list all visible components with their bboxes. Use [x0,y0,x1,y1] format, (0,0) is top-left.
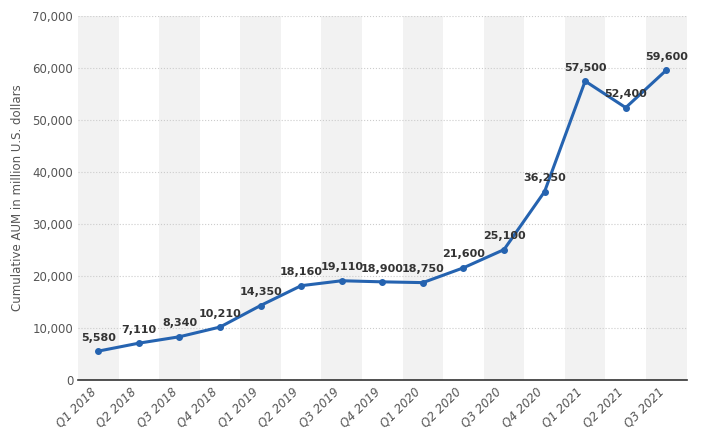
Bar [484,16,524,380]
Bar [565,16,606,380]
Bar [362,16,402,380]
Bar [402,16,443,380]
Text: 59,600: 59,600 [645,52,688,62]
Bar [322,16,362,380]
Y-axis label: Cumulative AUM in million U.S. dollars: Cumulative AUM in million U.S. dollars [11,85,24,311]
Bar [200,16,240,380]
Bar [159,16,200,380]
Text: 5,580: 5,580 [81,333,116,343]
Bar [606,16,646,380]
Bar [524,16,565,380]
Bar [646,16,686,380]
Text: 25,100: 25,100 [483,231,525,241]
Text: 7,110: 7,110 [121,325,156,335]
Text: 14,350: 14,350 [239,287,282,297]
Bar [281,16,322,380]
Bar [443,16,484,380]
Text: 21,600: 21,600 [442,250,485,259]
Bar [240,16,281,380]
Text: 18,750: 18,750 [402,264,444,274]
Text: 8,340: 8,340 [162,318,197,329]
Text: 18,900: 18,900 [361,264,404,273]
Text: 18,160: 18,160 [280,267,322,277]
Bar [118,16,159,380]
Text: 36,250: 36,250 [523,173,566,183]
Text: 57,500: 57,500 [564,63,606,73]
Text: 10,210: 10,210 [198,309,241,319]
Text: 19,110: 19,110 [320,262,363,273]
Bar [78,16,118,380]
Text: 52,400: 52,400 [604,89,647,99]
